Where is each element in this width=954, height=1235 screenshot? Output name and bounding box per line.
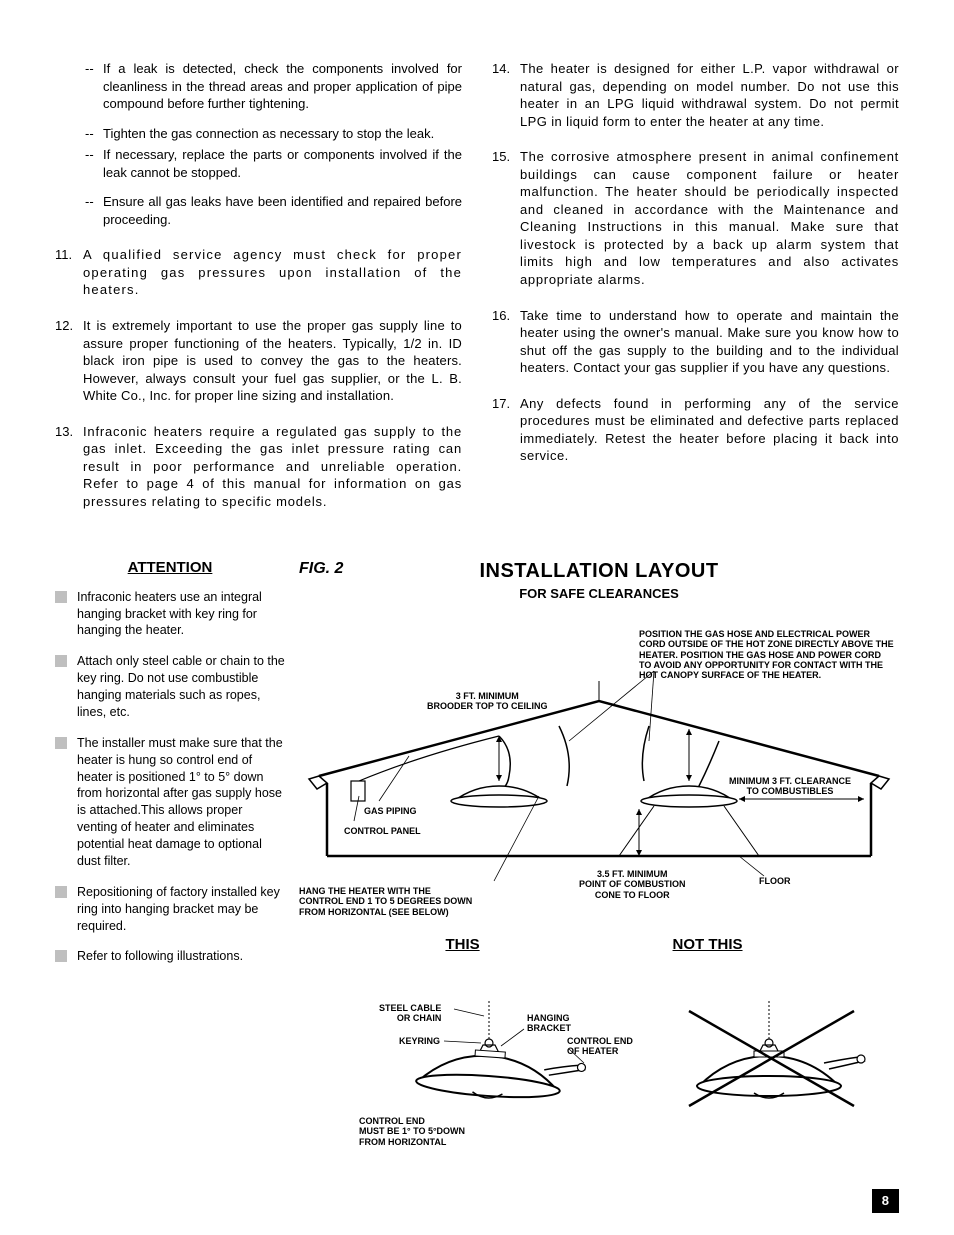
label-cone: 3.5 FT. MINIMUM POINT OF COMBUSTION CONE…: [579, 869, 686, 900]
attention-item: The installer must make sure that the he…: [55, 735, 285, 870]
item-number: 13.: [55, 423, 83, 511]
list-item: 15.The corrosive atmosphere present in a…: [492, 148, 899, 288]
attention-item: Attach only steel cable or chain to the …: [55, 653, 285, 721]
installation-title: INSTALLATION LAYOUT: [299, 558, 899, 585]
bullet-box-icon: [55, 886, 67, 898]
right-column: 14.The heater is designed for either L.P…: [492, 60, 899, 528]
list-item: 16.Take time to understand how to operat…: [492, 307, 899, 377]
attention-item: Repositioning of factory installed key r…: [55, 884, 285, 935]
dash-list: If a leak is detected, check the compone…: [55, 60, 462, 228]
item-number: 15.: [492, 148, 520, 288]
item-text: It is extremely important to use the pro…: [83, 317, 462, 405]
list-item: 13.Infraconic heaters require a regulate…: [55, 423, 462, 511]
attention-text: Attach only steel cable or chain to the …: [77, 653, 285, 721]
label-bracket: HANGING BRACKET: [527, 1013, 571, 1034]
attention-text: Repositioning of factory installed key r…: [77, 884, 285, 935]
label-gas-piping: GAS PIPING: [364, 806, 417, 816]
dash-item: If a leak is detected, check the compone…: [85, 60, 462, 113]
building-diagram: POSITION THE GAS HOSE AND ELECTRICAL POW…: [299, 611, 899, 991]
item-number: 11.: [55, 246, 83, 299]
bullet-box-icon: [55, 591, 67, 603]
attention-text: The installer must make sure that the he…: [77, 735, 285, 870]
dash-item: Ensure all gas leaks have been identifie…: [85, 193, 462, 228]
left-column: If a leak is detected, check the compone…: [55, 60, 462, 528]
this-notthis-row: THIS NOT THIS: [299, 935, 899, 955]
label-steel-cable: STEEL CABLE OR CHAIN: [379, 1003, 441, 1024]
label-control-end: CONTROL END OF HEATER: [567, 1036, 633, 1057]
list-item: 11.A qualified service agency must check…: [55, 246, 462, 299]
list-item: 14.The heater is designed for either L.P…: [492, 60, 899, 130]
label-3ft-min: 3 FT. MINIMUM BROODER TOP TO CEILING: [427, 691, 548, 712]
heater-comparison: STEEL CABLE OR CHAIN KEYRING HANGING BRA…: [299, 991, 899, 1151]
list-item: 12.It is extremely important to use the …: [55, 317, 462, 405]
label-hang: HANG THE HEATER WITH THE CONTROL END 1 T…: [299, 886, 472, 917]
label-control-panel: CONTROL PANEL: [344, 826, 421, 836]
item-text: Any defects found in performing any of t…: [520, 395, 899, 465]
bullet-box-icon: [55, 737, 67, 749]
attention-text: Refer to following illustrations.: [77, 948, 243, 965]
lower-section: ATTENTION Infraconic heaters use an inte…: [55, 558, 899, 1151]
label-min-clearance: MINIMUM 3 FT. CLEARANCE TO COMBUSTIBLES: [729, 776, 851, 797]
attention-text: Infraconic heaters use an integral hangi…: [77, 589, 285, 640]
installation-subtitle: FOR SAFE CLEARANCES: [299, 585, 899, 603]
item-text: Take time to understand how to operate a…: [520, 307, 899, 377]
label-keyring: KEYRING: [399, 1036, 440, 1046]
dash-item: If necessary, replace the parts or compo…: [85, 146, 462, 181]
attention-title: ATTENTION: [55, 558, 285, 578]
label-not-this: NOT THIS: [673, 935, 743, 955]
item-number: 16.: [492, 307, 520, 377]
label-must-be: CONTROL END MUST BE 1° TO 5°DOWN FROM HO…: [359, 1116, 465, 1147]
attention-item: Refer to following illustrations.: [55, 948, 285, 965]
attention-column: ATTENTION Infraconic heaters use an inte…: [55, 558, 285, 1151]
figure-label: FIG. 2: [299, 558, 343, 580]
diagram-column: FIG. 2 INSTALLATION LAYOUT FOR SAFE CLEA…: [299, 558, 899, 1151]
page-number-badge: 8: [872, 1189, 899, 1213]
bullet-box-icon: [55, 950, 67, 962]
label-this: THIS: [445, 935, 479, 955]
dash-item: Tighten the gas connection as necessary …: [85, 125, 462, 143]
list-item: 17.Any defects found in performing any o…: [492, 395, 899, 465]
item-text: Infraconic heaters require a regulated g…: [83, 423, 462, 511]
attention-item: Infraconic heaters use an integral hangi…: [55, 589, 285, 640]
text-columns: If a leak is detected, check the compone…: [55, 60, 899, 528]
item-text: A qualified service agency must check fo…: [83, 246, 462, 299]
item-number: 14.: [492, 60, 520, 130]
item-text: The heater is designed for either L.P. v…: [520, 60, 899, 130]
item-number: 17.: [492, 395, 520, 465]
label-position-hose: POSITION THE GAS HOSE AND ELECTRICAL POW…: [639, 629, 894, 681]
item-text: The corrosive atmosphere present in anim…: [520, 148, 899, 288]
bullet-box-icon: [55, 655, 67, 667]
label-floor: FLOOR: [759, 876, 791, 886]
item-number: 12.: [55, 317, 83, 405]
